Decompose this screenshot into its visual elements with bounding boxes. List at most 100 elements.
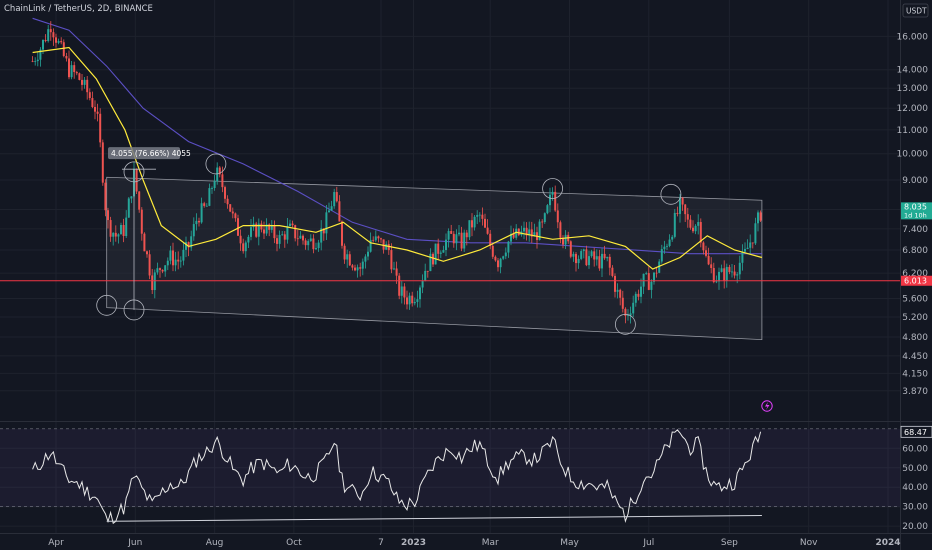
candle-body bbox=[122, 224, 125, 237]
candle-body bbox=[564, 234, 567, 245]
candle-body bbox=[101, 142, 104, 183]
candle-body bbox=[296, 238, 299, 240]
candle-body bbox=[702, 242, 705, 251]
circle-annotation[interactable] bbox=[660, 183, 682, 205]
candle-body bbox=[489, 233, 492, 246]
price-tick-label: 5.200 bbox=[902, 313, 928, 323]
candle-body bbox=[476, 214, 479, 217]
candle-body bbox=[289, 223, 291, 226]
candle-body bbox=[718, 271, 720, 282]
candle-body bbox=[590, 251, 593, 257]
circle-annotations[interactable] bbox=[96, 153, 682, 335]
candle-body bbox=[486, 227, 489, 234]
candle-body bbox=[328, 210, 330, 213]
candle-body bbox=[621, 297, 624, 309]
candle-body bbox=[754, 223, 757, 244]
candle-body bbox=[528, 229, 531, 236]
price-tick-label: 7.400 bbox=[902, 225, 928, 235]
circle-annotation[interactable] bbox=[205, 153, 227, 175]
candle-body bbox=[138, 191, 141, 210]
candle-body bbox=[278, 235, 281, 244]
rsi-tick-label: 30.00 bbox=[902, 503, 928, 513]
rsi-tick-label: 60.00 bbox=[902, 444, 928, 454]
candle-body bbox=[94, 106, 96, 112]
candle-body bbox=[273, 225, 276, 239]
time-axis[interactable]: Apr Jun Aug Oct 7 2023 Mar May Jul Sep Nov 2024 bbox=[48, 538, 900, 548]
candle-body bbox=[653, 272, 655, 282]
candle-body bbox=[36, 59, 39, 62]
candle-body bbox=[62, 42, 65, 56]
circle-annotation[interactable] bbox=[96, 294, 118, 316]
candle-body bbox=[216, 167, 219, 182]
candle-body bbox=[710, 264, 713, 269]
candle-body bbox=[499, 258, 502, 268]
candle-body bbox=[684, 204, 687, 215]
candle-body bbox=[333, 192, 336, 207]
candle-body bbox=[515, 228, 518, 238]
candle-body bbox=[291, 223, 294, 226]
candle-body bbox=[39, 49, 42, 60]
candle-body bbox=[107, 210, 109, 221]
currency-button[interactable]: USDT bbox=[902, 3, 929, 18]
candle-body bbox=[117, 234, 120, 237]
candle-body bbox=[577, 258, 580, 264]
candle-body bbox=[211, 188, 213, 189]
candle-body bbox=[517, 228, 520, 236]
candle-body bbox=[450, 231, 453, 234]
symbol-title[interactable]: ChainLink / TetherUS, 2D, BINANCE bbox=[4, 4, 153, 14]
candle-body bbox=[257, 223, 260, 237]
candle-body bbox=[281, 234, 284, 236]
candle-body bbox=[330, 206, 333, 211]
candle-body bbox=[481, 214, 484, 219]
candle-body bbox=[655, 272, 658, 274]
candle-body bbox=[172, 250, 174, 266]
candle-body bbox=[190, 236, 193, 248]
candle-body bbox=[307, 241, 310, 246]
candle-body bbox=[478, 214, 481, 216]
time-tick-label: Oct bbox=[286, 538, 302, 548]
candle-body bbox=[109, 220, 112, 237]
circle-annotation[interactable] bbox=[615, 313, 636, 335]
price-axis[interactable]: 16.000 14.000 13.000 12.000 11.000 10.000 9.00… bbox=[897, 32, 929, 396]
lightning-icon[interactable] bbox=[761, 400, 773, 412]
rsi-tick-label: 40.00 bbox=[902, 483, 928, 493]
circle-annotation[interactable] bbox=[542, 178, 563, 199]
rsi-trendline[interactable] bbox=[106, 514, 762, 522]
candle-body bbox=[715, 281, 718, 283]
candle-body bbox=[406, 297, 408, 305]
time-tick-label: Apr bbox=[48, 538, 64, 548]
candle-body bbox=[403, 286, 406, 298]
candle-body bbox=[601, 253, 603, 269]
candle-body bbox=[354, 267, 356, 271]
candle-body bbox=[356, 267, 359, 271]
candle-body bbox=[707, 255, 710, 265]
candle-body bbox=[294, 225, 297, 239]
last-price-value: 8.035 bbox=[904, 202, 927, 211]
candle-body bbox=[562, 237, 564, 245]
candle-body bbox=[224, 187, 226, 199]
candle-body bbox=[148, 254, 151, 276]
candle-body bbox=[533, 232, 536, 237]
candle-body bbox=[166, 260, 169, 266]
candle-body bbox=[751, 242, 754, 244]
candle-body bbox=[510, 233, 512, 242]
candle-body bbox=[320, 228, 323, 243]
candle-body bbox=[575, 253, 577, 264]
candle-body bbox=[668, 239, 671, 246]
candle-body bbox=[432, 253, 434, 265]
candle-body bbox=[302, 235, 304, 241]
candle-body bbox=[439, 252, 442, 254]
measure-tool[interactable]: 4.055 (76.66%) 4055 bbox=[108, 147, 191, 310]
candle-body bbox=[112, 232, 115, 237]
candle-body bbox=[213, 181, 216, 189]
rsi-axis[interactable]: 60.00 50.00 40.00 30.00 20.00 bbox=[902, 444, 928, 532]
candle-body bbox=[192, 224, 195, 237]
candle-body bbox=[445, 239, 447, 251]
candle-body bbox=[416, 299, 419, 302]
time-tick-label: Aug bbox=[206, 538, 224, 548]
candle-body bbox=[182, 249, 185, 261]
candle-body bbox=[250, 227, 252, 237]
candle-body bbox=[393, 268, 395, 270]
candle-body bbox=[374, 236, 377, 241]
